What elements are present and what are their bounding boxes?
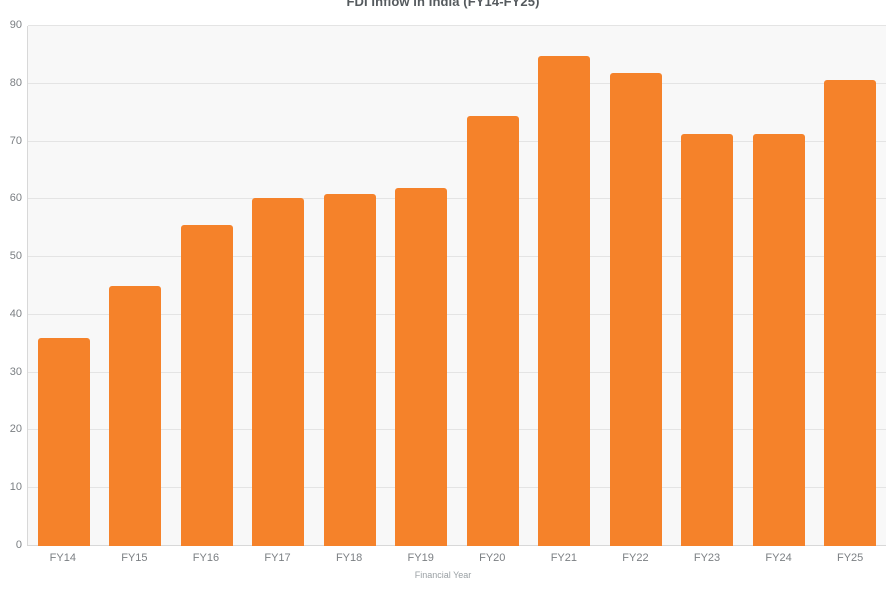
plot-area: 0 10 20 30 40 50 60 70 80 90 bbox=[10, 19, 886, 551]
bar-fy23[interactable] bbox=[681, 134, 734, 546]
gridline: 30 bbox=[10, 366, 886, 378]
x-axis-tick-label-fy20: FY20 bbox=[479, 552, 506, 564]
x-axis-tick-label-fy23: FY23 bbox=[693, 552, 721, 564]
bar-fy20[interactable] bbox=[466, 116, 519, 546]
x-axis-tick-label-fy21: FY21 bbox=[550, 552, 577, 564]
bar-fy24[interactable] bbox=[752, 134, 805, 546]
bar-fy21[interactable] bbox=[538, 56, 591, 546]
x-axis-tick-label-fy14: FY14 bbox=[49, 552, 76, 564]
gridline: 70 bbox=[10, 135, 886, 147]
x-axis-tick-label-fy19: FY19 bbox=[407, 552, 434, 564]
bar-fy17[interactable] bbox=[252, 198, 305, 546]
bar-slot bbox=[171, 26, 243, 546]
bar-fy14[interactable] bbox=[37, 338, 90, 546]
bar-slot bbox=[314, 26, 386, 546]
bar-fy19[interactable] bbox=[395, 187, 448, 546]
bar-slot bbox=[100, 26, 172, 546]
x-axis-tick-labels: FY14 FY15 FY16 FY17 FY18 FY19 FY20 FY21 FY22 FY23… bbox=[27, 547, 886, 569]
x-axis-tick-label-fy24: FY24 bbox=[765, 552, 792, 564]
y-axis-tick-label: 50 bbox=[9, 250, 22, 263]
gridlines-layer: 0 10 20 30 40 50 60 70 80 90 bbox=[10, 19, 886, 551]
y-axis-tick-label: 20 bbox=[9, 423, 22, 436]
gridline: 10 bbox=[10, 481, 886, 493]
bar-slot bbox=[529, 26, 601, 546]
gridline: 0 bbox=[16, 539, 886, 551]
x-axis-tick-label-fy22: FY22 bbox=[622, 552, 649, 564]
gridline: 80 bbox=[10, 77, 886, 89]
bar-fy15[interactable] bbox=[109, 286, 162, 546]
bar-slot bbox=[457, 26, 529, 546]
x-axis-tick-label-fy25: FY25 bbox=[837, 552, 864, 564]
y-axis-tick-label: 40 bbox=[9, 307, 22, 320]
y-axis-tick-label: 90 bbox=[9, 19, 22, 31]
page-left-edge bbox=[0, 0, 6, 601]
gridline: 40 bbox=[10, 308, 886, 320]
x-axis-title: Financial Year bbox=[414, 570, 472, 580]
bar-fy25[interactable] bbox=[824, 80, 877, 546]
gridline: 90 bbox=[10, 19, 886, 31]
bar-slot bbox=[28, 26, 100, 546]
gridline: 60 bbox=[10, 192, 886, 204]
x-axis-tick-label-fy18: FY18 bbox=[335, 552, 363, 564]
chart-title: FDI Inflow in India (FY14-FY25) bbox=[346, 0, 540, 9]
y-axis-tick-label: 30 bbox=[9, 365, 22, 378]
bar-slot bbox=[243, 26, 315, 546]
x-axis-tick-label-fy16: FY16 bbox=[192, 552, 220, 564]
bar-slot bbox=[815, 26, 886, 546]
bar-slot bbox=[600, 26, 672, 546]
x-axis-tick-label-fy15: FY15 bbox=[121, 552, 148, 564]
bar-slot bbox=[672, 26, 744, 546]
bar-slot bbox=[743, 26, 815, 546]
y-axis-tick-label: 60 bbox=[9, 192, 22, 205]
y-axis-tick-label: 10 bbox=[9, 481, 22, 494]
y-axis-tick-label: 70 bbox=[9, 134, 22, 147]
bar-fy16[interactable] bbox=[180, 224, 233, 546]
bar-fy18[interactable] bbox=[323, 193, 376, 546]
y-axis-tick-label: 0 bbox=[15, 539, 22, 551]
gridline: 50 bbox=[10, 250, 886, 262]
x-axis-tick-label-fy17: FY17 bbox=[264, 552, 291, 564]
gridline: 20 bbox=[10, 423, 886, 435]
bar-fy22[interactable] bbox=[609, 72, 662, 546]
bars-layer bbox=[28, 26, 886, 546]
y-axis-tick-label: 80 bbox=[9, 76, 22, 89]
bar-slot bbox=[386, 26, 458, 546]
